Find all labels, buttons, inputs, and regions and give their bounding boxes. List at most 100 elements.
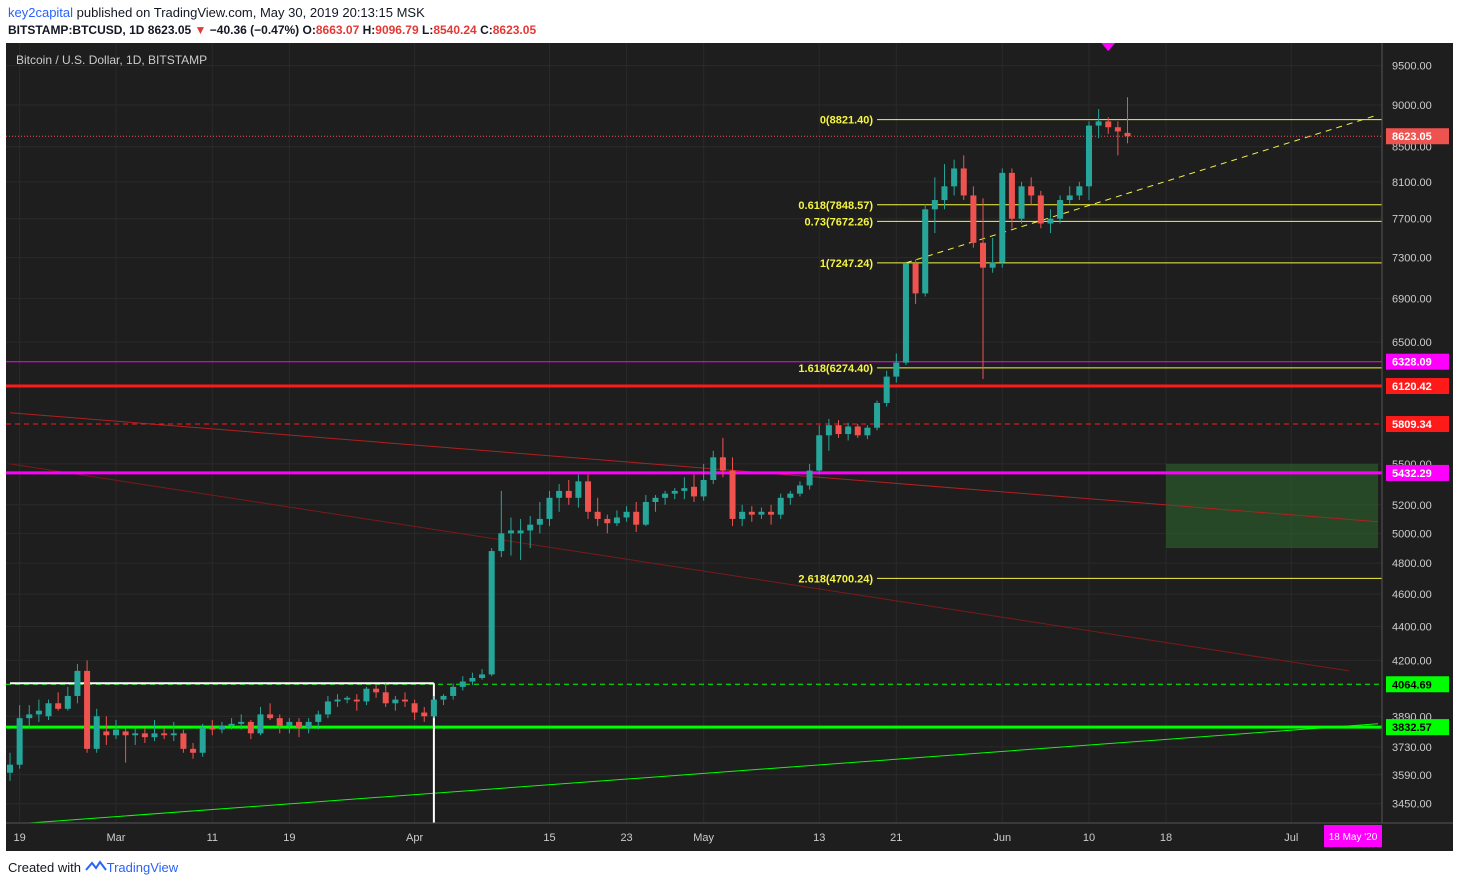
candle-body	[854, 426, 861, 436]
chart-background	[6, 43, 1453, 851]
high-label: H:	[362, 23, 376, 37]
candle-body	[1018, 186, 1025, 219]
price-tag	[1386, 128, 1449, 145]
change-arrow-icon: ▼	[194, 23, 207, 37]
candle-body	[180, 733, 187, 749]
x-tick-label: May	[693, 832, 714, 844]
candle-body	[893, 362, 900, 377]
x-tick-label: 23	[620, 832, 632, 844]
low-label: L:	[422, 23, 434, 37]
close-value: 8623.05	[492, 23, 537, 37]
candle-body	[353, 699, 360, 702]
price-tag	[1386, 353, 1449, 370]
candle-body	[55, 703, 62, 709]
candle-body	[758, 511, 765, 515]
candle-body	[874, 402, 881, 428]
y-tick-label: 8500.00	[1392, 142, 1432, 154]
candle-body	[324, 701, 331, 715]
candle-body	[26, 714, 33, 719]
candle-body	[45, 703, 52, 717]
footer: Created with TradingView	[8, 859, 178, 877]
candle-body	[527, 524, 534, 531]
candle-body	[488, 551, 495, 675]
candle-body	[103, 731, 110, 736]
open-label: O:	[302, 23, 316, 37]
candle-body	[112, 729, 119, 736]
candle-body	[209, 727, 216, 730]
candle-body	[363, 688, 370, 702]
publish-header: key2capital published on TradingView.com…	[8, 4, 425, 22]
chart-panel[interactable]: 0(8821.40) 0.618(7848.57) 0.73(7672.26) 1(7…	[6, 43, 1453, 851]
candle-body	[594, 511, 601, 519]
y-tick-label: 7300.00	[1392, 253, 1432, 265]
x-cursor-label: 18 May '20	[1329, 832, 1378, 843]
candle-body	[719, 457, 726, 471]
candle-body	[190, 748, 197, 753]
candle-body	[84, 670, 91, 749]
candle-body	[681, 488, 688, 491]
candle-body	[479, 674, 486, 678]
candle-body	[652, 497, 659, 502]
trend-line-fib-base-dashed	[905, 114, 1379, 264]
candle-body	[450, 686, 457, 696]
y-tick-label: 8100.00	[1392, 177, 1432, 189]
x-cursor-tag	[1324, 825, 1382, 847]
tradingview-logo-icon	[84, 860, 107, 875]
candle-body	[421, 712, 428, 717]
candle-body	[122, 731, 129, 736]
candlestick-chart[interactable]: 0(8821.40) 0.618(7848.57) 0.73(7672.26) 1(7…	[6, 43, 1453, 851]
candle-body	[970, 195, 977, 243]
x-tick-label: 19	[14, 832, 26, 844]
candle-body	[623, 511, 630, 518]
candle-body	[1047, 218, 1054, 224]
candle-body	[247, 721, 254, 734]
candle-body	[960, 168, 967, 196]
candle-body	[989, 262, 996, 268]
price-tag-label: 6120.42	[1392, 381, 1432, 393]
candle-body	[777, 497, 784, 515]
candle-body	[787, 493, 794, 498]
y-tick-label: 4200.00	[1392, 655, 1432, 667]
y-tick-label: 5200.00	[1392, 500, 1432, 512]
candle-body	[132, 733, 139, 736]
tradingview-brand[interactable]: TradingView	[106, 860, 179, 875]
candle-body	[825, 425, 832, 436]
candle-body	[93, 716, 100, 749]
y-tick-label: 4400.00	[1392, 622, 1432, 634]
candle-body	[1124, 132, 1131, 137]
candle-body	[536, 518, 543, 525]
price-tag-label: 5809.34	[1392, 419, 1433, 431]
candle-body	[16, 718, 23, 765]
candle-body	[1008, 172, 1015, 219]
price-tag-label: 3832.57	[1392, 722, 1432, 734]
y-tick-label: 6500.00	[1392, 337, 1432, 349]
open-value: 8663.07	[315, 23, 360, 37]
candle-body	[517, 530, 524, 534]
candle-body	[796, 485, 803, 494]
candle-body	[228, 723, 235, 726]
candle-body	[1028, 186, 1035, 196]
candle-body	[74, 670, 81, 696]
price-tag	[1386, 719, 1449, 736]
candle-body	[604, 518, 611, 524]
candle-body	[1105, 121, 1112, 128]
low-value: 8540.24	[433, 23, 477, 37]
candle-body	[199, 727, 206, 753]
candle-body	[344, 697, 351, 700]
change-value: −40.36 (−0.47%)	[209, 23, 300, 37]
author-link[interactable]: key2capital	[8, 5, 74, 20]
fib-level-label: 1(7247.24)	[820, 258, 874, 270]
candle-body	[286, 721, 293, 726]
candle-body	[748, 511, 755, 515]
candle-body	[1085, 125, 1092, 187]
candle-body	[507, 530, 514, 534]
y-tick-label: 7700.00	[1392, 214, 1432, 226]
x-tick-label: Mar	[106, 832, 125, 844]
price-tag	[1386, 378, 1449, 395]
x-tick-label: 10	[1083, 832, 1095, 844]
candle-body	[951, 168, 958, 187]
candle-body	[257, 714, 264, 734]
high-value: 9096.79	[375, 23, 419, 37]
candle-body	[459, 681, 466, 687]
candle-body	[835, 425, 842, 435]
